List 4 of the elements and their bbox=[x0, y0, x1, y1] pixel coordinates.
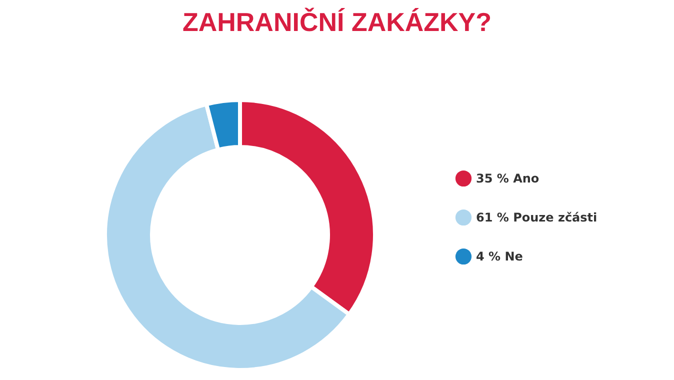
chart-title: ZAHRANIČNÍ ZAKÁZKY? bbox=[182, 7, 492, 37]
legend-label: 61 % Pouze zčásti bbox=[476, 210, 598, 224]
legend-label: 35 % Ano bbox=[476, 172, 540, 186]
legend-label: 4 % Ne bbox=[476, 250, 523, 264]
